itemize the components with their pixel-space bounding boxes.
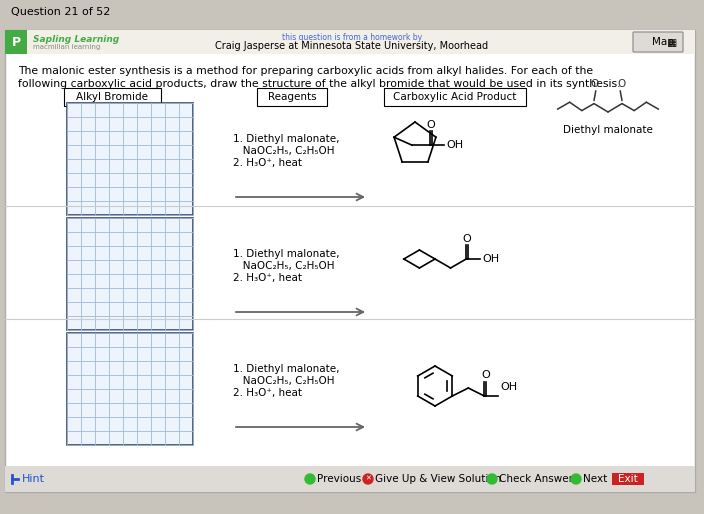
Text: 2. H₃O⁺, heat: 2. H₃O⁺, heat: [233, 158, 302, 168]
Text: Next: Next: [583, 474, 608, 484]
Text: O: O: [427, 120, 436, 130]
Text: O: O: [591, 79, 599, 89]
Bar: [5, 30, 695, 54]
Text: Alkyl Bromide: Alkyl Bromide: [76, 92, 148, 102]
Bar: [5, 30, 695, 492]
Bar: [67, 333, 193, 445]
Text: ✕: ✕: [365, 476, 371, 482]
Text: NaOC₂H₅, C₂H₅OH: NaOC₂H₅, C₂H₅OH: [233, 146, 334, 156]
Text: Craig Jasperse at Minnesota State University, Moorhead: Craig Jasperse at Minnesota State Univer…: [215, 41, 489, 51]
Bar: [0, 0, 704, 30]
Bar: [612, 473, 644, 485]
Text: macmillan learning: macmillan learning: [33, 44, 100, 50]
Text: Reagents: Reagents: [268, 92, 316, 102]
FancyBboxPatch shape: [64, 88, 161, 106]
FancyBboxPatch shape: [633, 32, 683, 52]
Text: NaOC₂H₅, C₂H₅OH: NaOC₂H₅, C₂H₅OH: [233, 376, 334, 386]
Text: this question is from a homework by: this question is from a homework by: [282, 33, 422, 43]
Bar: [67, 103, 193, 215]
Text: Carboxylic Acid Product: Carboxylic Acid Product: [394, 92, 517, 102]
Bar: [67, 218, 193, 330]
Circle shape: [487, 474, 497, 484]
FancyBboxPatch shape: [257, 88, 327, 106]
Text: Diethyl malonate: Diethyl malonate: [563, 125, 653, 135]
Text: Previous: Previous: [317, 474, 361, 484]
Text: OH: OH: [482, 254, 499, 264]
Text: Hint: Hint: [22, 474, 45, 484]
Text: 1. Diethyl malonate,: 1. Diethyl malonate,: [233, 364, 339, 374]
Text: Check Answer: Check Answer: [499, 474, 573, 484]
Bar: [67, 103, 193, 215]
Text: Give Up & View Solution: Give Up & View Solution: [375, 474, 501, 484]
Text: Question 21 of 52: Question 21 of 52: [11, 7, 111, 17]
Text: 1. Diethyl malonate,: 1. Diethyl malonate,: [233, 134, 339, 144]
Text: NaOC₂H₅, C₂H₅OH: NaOC₂H₅, C₂H₅OH: [233, 261, 334, 271]
Circle shape: [571, 474, 581, 484]
Text: 1. Diethyl malonate,: 1. Diethyl malonate,: [233, 249, 339, 259]
Text: O: O: [463, 234, 472, 244]
Text: OH: OH: [446, 140, 463, 150]
Bar: [67, 218, 193, 330]
Text: O: O: [481, 370, 490, 380]
Text: The malonic ester synthesis is a method for preparing carboxylic acids from alky: The malonic ester synthesis is a method …: [18, 66, 593, 76]
Text: 2. H₃O⁺, heat: 2. H₃O⁺, heat: [233, 273, 302, 283]
Text: following carboxylic acid products, draw the structure of the alkyl bromide that: following carboxylic acid products, draw…: [18, 79, 620, 89]
Text: Sapling Learning: Sapling Learning: [33, 34, 119, 44]
Text: Map: Map: [652, 37, 674, 47]
FancyBboxPatch shape: [1, 1, 121, 23]
Circle shape: [363, 474, 373, 484]
Circle shape: [305, 474, 315, 484]
Text: Exit: Exit: [618, 474, 638, 484]
Text: P: P: [11, 35, 20, 48]
Bar: [5, 30, 27, 54]
Text: OH: OH: [501, 382, 517, 392]
Text: O: O: [617, 79, 625, 89]
Bar: [5, 466, 695, 492]
Bar: [67, 333, 193, 445]
Text: 2. H₃O⁺, heat: 2. H₃O⁺, heat: [233, 388, 302, 398]
Text: ▦: ▦: [667, 38, 677, 48]
FancyBboxPatch shape: [384, 88, 526, 106]
